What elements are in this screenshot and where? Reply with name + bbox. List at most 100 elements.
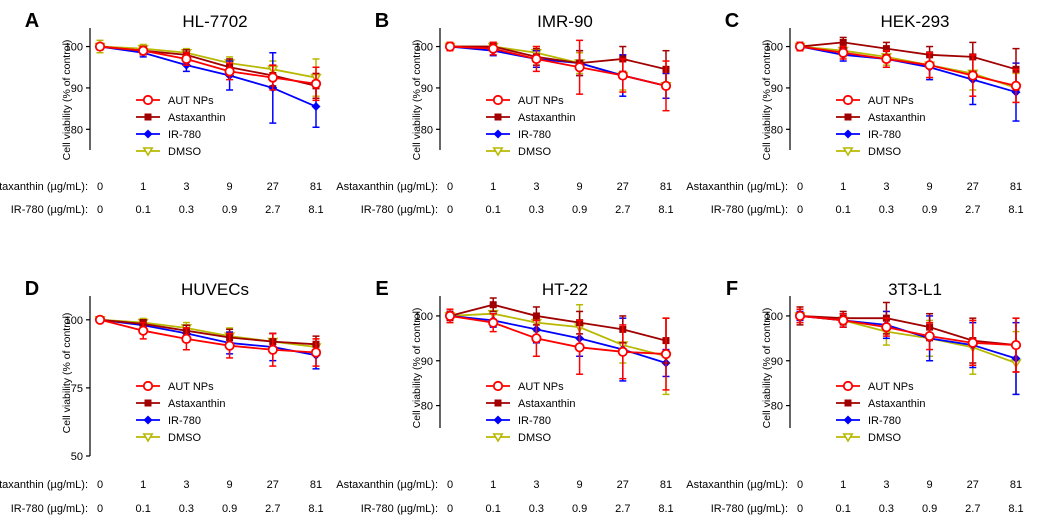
marker-open-circle: [617, 346, 628, 357]
marker-open-circle: [1010, 339, 1022, 351]
marker-open-circle: [444, 310, 456, 322]
legend-label: DMSO: [168, 146, 201, 158]
marker-diamond: [493, 129, 503, 139]
ir780-dose-label: 0.3: [529, 503, 544, 515]
marker-open-circle: [181, 333, 192, 344]
y-tick-label: 100: [765, 311, 783, 323]
legend-label: IR-780: [518, 415, 551, 427]
marker-open-circle: [142, 380, 154, 392]
marker-open-circle: [531, 333, 542, 344]
ir780-dose-label: 0.1: [486, 204, 501, 216]
ir780-row-label: IR-780 (µg/mL):: [361, 204, 438, 216]
series-line: [450, 45, 667, 87]
marker-open-circle: [881, 53, 892, 65]
y-tick-label: 100: [65, 315, 83, 327]
astaxanthin-dose-label: 81: [1010, 181, 1022, 193]
legend-label: DMSO: [868, 146, 901, 158]
ir780-dose-label: 0.1: [836, 204, 851, 216]
marker-open-circle: [838, 47, 849, 58]
marker-open-circle: [617, 70, 628, 81]
ir780-dose-label: 2.7: [965, 503, 980, 515]
marker-open-circle: [138, 325, 149, 336]
series-line: [449, 45, 667, 87]
ir780-dose-label: 0.9: [922, 503, 937, 515]
series-ir-780: [445, 310, 671, 382]
ir780-row-label: IR-780 (µg/mL):: [11, 503, 88, 515]
astaxanthin-dose-label: 0: [447, 181, 453, 193]
ir780-dose-label: 8.1: [658, 503, 673, 515]
marker-open-circle: [444, 41, 456, 52]
marker-open-circle: [310, 347, 322, 358]
y-tick-label: 80: [771, 124, 783, 136]
y-tick-label: 100: [415, 42, 433, 54]
series-line: [449, 312, 667, 358]
legend-label: IR-780: [868, 415, 901, 427]
y-axis-label: Cell viability (% of control): [61, 313, 73, 434]
series-line: [449, 315, 667, 355]
ir780-dose-label: 0: [447, 503, 453, 515]
astaxanthin-dose-label: 3: [883, 479, 889, 491]
marker-square: [144, 399, 152, 407]
y-axis-label: Cell viability (% of control): [411, 40, 423, 161]
marker-open-circle: [267, 72, 278, 83]
astaxanthin-dose-label: 9: [227, 181, 233, 193]
legend-label: Astaxanthin: [168, 398, 225, 410]
ir780-dose-label: 0.3: [529, 204, 544, 216]
ir780-dose-label: 0: [97, 204, 103, 216]
marker-diamond: [143, 415, 153, 425]
series-line: [799, 315, 1017, 346]
legend-label: DMSO: [518, 146, 551, 158]
marker-triangle: [142, 147, 154, 157]
legend-label: AUT NPs: [168, 381, 214, 393]
ir780-dose-label: 2.7: [965, 204, 980, 216]
marker-open-circle: [310, 78, 322, 89]
legend: AUT NPs Astaxanthin IR-780 DMSO: [136, 94, 225, 158]
astaxanthin-dose-label: 9: [927, 479, 933, 491]
y-tick-label: 90: [421, 356, 433, 368]
ir780-dose-label: 0.9: [572, 204, 587, 216]
chart-panel-C: C HEK-293 Cell viability (% of control)80 9…: [686, 10, 1023, 216]
marker-open-circle: [492, 380, 504, 392]
marker-square: [489, 301, 497, 309]
marker-open-circle: [967, 337, 978, 348]
legend-label: Astaxanthin: [868, 398, 925, 410]
marker-open-circle: [488, 317, 499, 328]
series-line: [449, 315, 667, 364]
legend-label: AUT NPs: [168, 95, 214, 107]
marker-open-circle: [660, 348, 672, 360]
panel-letter: E: [375, 278, 388, 300]
y-tick-label: 80: [421, 124, 433, 136]
series-line: [99, 318, 317, 346]
marker-square: [882, 45, 890, 53]
marker-open-circle: [924, 331, 935, 342]
ir780-dose-label: 8.1: [1008, 204, 1023, 216]
series-line: [449, 303, 667, 342]
legend-label: AUT NPs: [518, 381, 564, 393]
series-ir-780: [795, 41, 1021, 122]
y-tick-label: 80: [71, 124, 83, 136]
chart-title: 3T3-L1: [888, 280, 942, 299]
astaxanthin-dose-label: 3: [533, 181, 539, 193]
ir780-row-label: IR-780 (µg/mL):: [711, 503, 788, 515]
marker-open-circle: [224, 340, 235, 351]
ir780-dose-label: 0.1: [486, 503, 501, 515]
panel-letter: A: [25, 10, 39, 32]
y-tick-label: 80: [771, 401, 783, 413]
marker-square: [844, 113, 852, 121]
series-aut-nps: [444, 308, 672, 391]
ir780-dose-label: 0.1: [836, 503, 851, 515]
chart-title: HL-7702: [182, 12, 247, 31]
astaxanthin-dose-label: 1: [140, 181, 146, 193]
legend-label: Astaxanthin: [518, 398, 575, 410]
panel-letter: C: [725, 10, 739, 32]
astaxanthin-row-label: Astaxanthin (µg/mL):: [336, 181, 438, 193]
ir780-dose-label: 0.1: [136, 204, 151, 216]
ir780-dose-label: 0.3: [879, 503, 894, 515]
ir780-row-label: IR-780 (µg/mL):: [11, 204, 88, 216]
series-aut-nps: [794, 41, 1022, 104]
chart-title: IMR-90: [537, 12, 593, 31]
marker-open-circle: [531, 53, 542, 65]
ir780-dose-label: 8.1: [308, 204, 323, 216]
legend-label: DMSO: [868, 432, 901, 444]
